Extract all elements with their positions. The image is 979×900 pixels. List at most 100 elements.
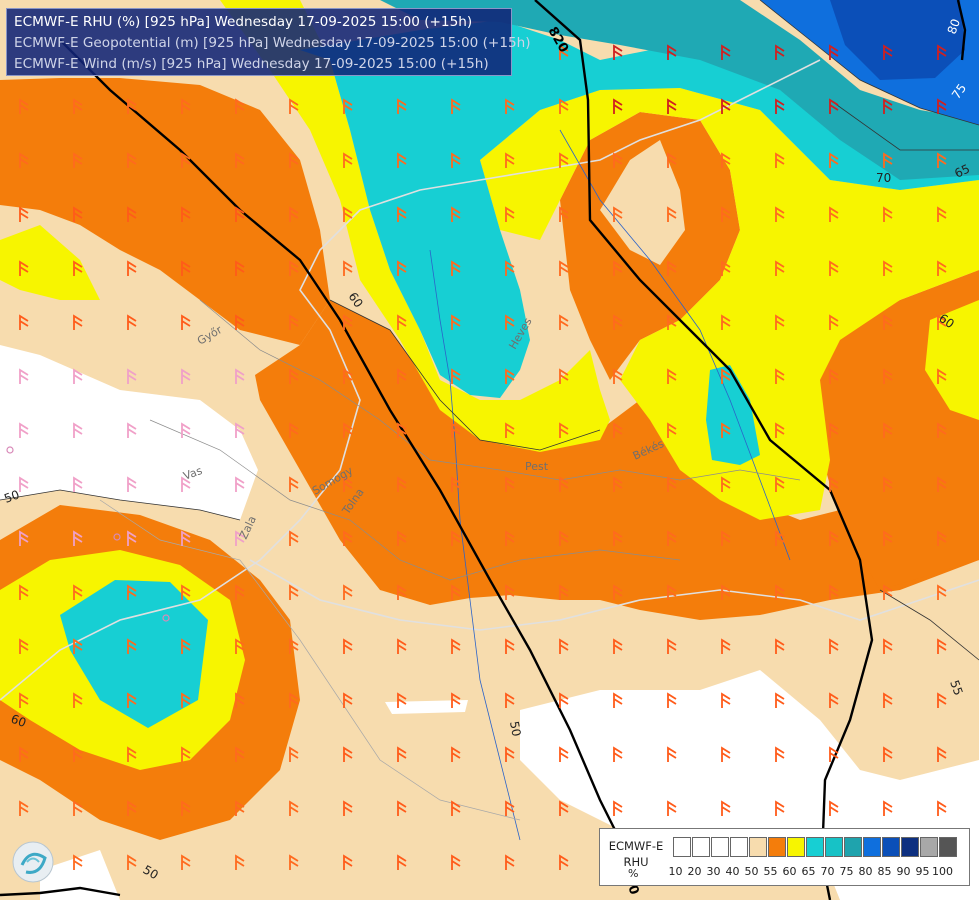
wind-barb bbox=[829, 530, 839, 546]
wind-barb bbox=[19, 206, 29, 222]
wind-barb bbox=[559, 152, 569, 168]
wind-barb bbox=[73, 854, 83, 870]
wind-barb bbox=[343, 368, 353, 384]
wind-barb bbox=[721, 260, 731, 276]
wind-barb bbox=[775, 206, 785, 222]
wind-barb bbox=[721, 44, 731, 60]
wind-barb bbox=[289, 854, 299, 870]
rh-region-ne-darkblue bbox=[830, 0, 965, 80]
wind-barb bbox=[73, 260, 83, 276]
wind-barb bbox=[235, 530, 245, 546]
legend-swatch bbox=[787, 837, 805, 857]
legend-tick-label: 50 bbox=[744, 865, 759, 878]
wind-barb bbox=[289, 422, 299, 438]
wind-barb bbox=[775, 368, 785, 384]
wind-barb bbox=[505, 800, 515, 816]
rh-region-sw-dry bbox=[40, 850, 120, 900]
legend-swatch bbox=[863, 837, 881, 857]
wind-barb bbox=[775, 98, 785, 114]
wind-barb bbox=[613, 638, 623, 654]
wind-barb bbox=[73, 530, 83, 546]
title-geopotential: ECMWF-E Geopotential (m) [925 hPa] Wedne… bbox=[14, 35, 531, 51]
wind-barb bbox=[235, 746, 245, 762]
legend-tick-label: 100 bbox=[932, 865, 953, 878]
wind-barb bbox=[289, 476, 299, 492]
wind-barb bbox=[289, 692, 299, 708]
wind-barb bbox=[721, 638, 731, 654]
wind-barb bbox=[343, 530, 353, 546]
legend-tick-label: 90 bbox=[896, 865, 911, 878]
wind-barb bbox=[667, 44, 677, 60]
wind-barb bbox=[235, 314, 245, 330]
wind-barb bbox=[289, 260, 299, 276]
wind-barb bbox=[343, 206, 353, 222]
wind-barb bbox=[667, 152, 677, 168]
wind-barb bbox=[505, 476, 515, 492]
wind-barb bbox=[19, 746, 29, 762]
wind-barb bbox=[289, 98, 299, 114]
legend-tick-label: 55 bbox=[763, 865, 778, 878]
color-legend: ECMWF-E RHU 10 20 30 40 50 55 60 65 70 75 80 85 90 95… bbox=[599, 828, 970, 886]
wind-barb bbox=[397, 638, 407, 654]
contour-label: 70 bbox=[876, 171, 891, 185]
wind-barb bbox=[127, 476, 137, 492]
wind-barb bbox=[451, 206, 461, 222]
wind-barb bbox=[235, 422, 245, 438]
wind-barb bbox=[613, 152, 623, 168]
wind-barb bbox=[181, 746, 191, 762]
legend-swatch bbox=[749, 837, 767, 857]
wind-barb bbox=[937, 746, 947, 762]
wind-barb bbox=[937, 314, 947, 330]
legend-tick-label: 30 bbox=[706, 865, 721, 878]
wind-barb bbox=[235, 206, 245, 222]
wind-barb bbox=[505, 152, 515, 168]
wind-barb bbox=[883, 530, 893, 546]
wind-barb bbox=[451, 638, 461, 654]
region-border-b bbox=[149, 419, 681, 581]
wind-barb bbox=[721, 692, 731, 708]
station-markers bbox=[6, 446, 170, 622]
wind-barb bbox=[397, 422, 407, 438]
wind-barb bbox=[613, 44, 623, 60]
wind-barb bbox=[721, 746, 731, 762]
wind-barb bbox=[505, 584, 515, 600]
wind-barb bbox=[559, 854, 569, 870]
wind-barb bbox=[937, 692, 947, 708]
wind-barb bbox=[235, 854, 245, 870]
wind-barb bbox=[73, 584, 83, 600]
river-line-2 bbox=[559, 129, 791, 561]
wind-barb bbox=[181, 854, 191, 870]
wind-barb bbox=[559, 800, 569, 816]
wind-barb bbox=[829, 368, 839, 384]
wind-barb bbox=[505, 206, 515, 222]
borders-layer bbox=[0, 59, 979, 841]
wind-barb bbox=[559, 746, 569, 762]
wind-barb bbox=[73, 746, 83, 762]
wind-barb bbox=[667, 692, 677, 708]
wind-barb bbox=[775, 638, 785, 654]
legend-swatch bbox=[768, 837, 786, 857]
contour-label: 80 bbox=[945, 17, 963, 36]
wind-barb bbox=[829, 746, 839, 762]
wind-barb bbox=[73, 368, 83, 384]
wind-barb bbox=[127, 260, 137, 276]
wind-barb bbox=[397, 476, 407, 492]
wind-barb bbox=[19, 314, 29, 330]
wind-barb bbox=[73, 206, 83, 222]
wind-barb bbox=[343, 260, 353, 276]
wind-barb bbox=[289, 530, 299, 546]
wind-barb bbox=[235, 260, 245, 276]
wind-barb bbox=[505, 854, 515, 870]
legend-swatch bbox=[882, 837, 900, 857]
wind-barb bbox=[343, 314, 353, 330]
wind-barb bbox=[883, 98, 893, 114]
wind-barb bbox=[397, 314, 407, 330]
legend-tick-label: 75 bbox=[839, 865, 854, 878]
legend-swatch bbox=[920, 837, 938, 857]
rh-region-east-cyan bbox=[706, 365, 760, 465]
contour-line-75 bbox=[759, 0, 979, 126]
wind-barb bbox=[829, 692, 839, 708]
